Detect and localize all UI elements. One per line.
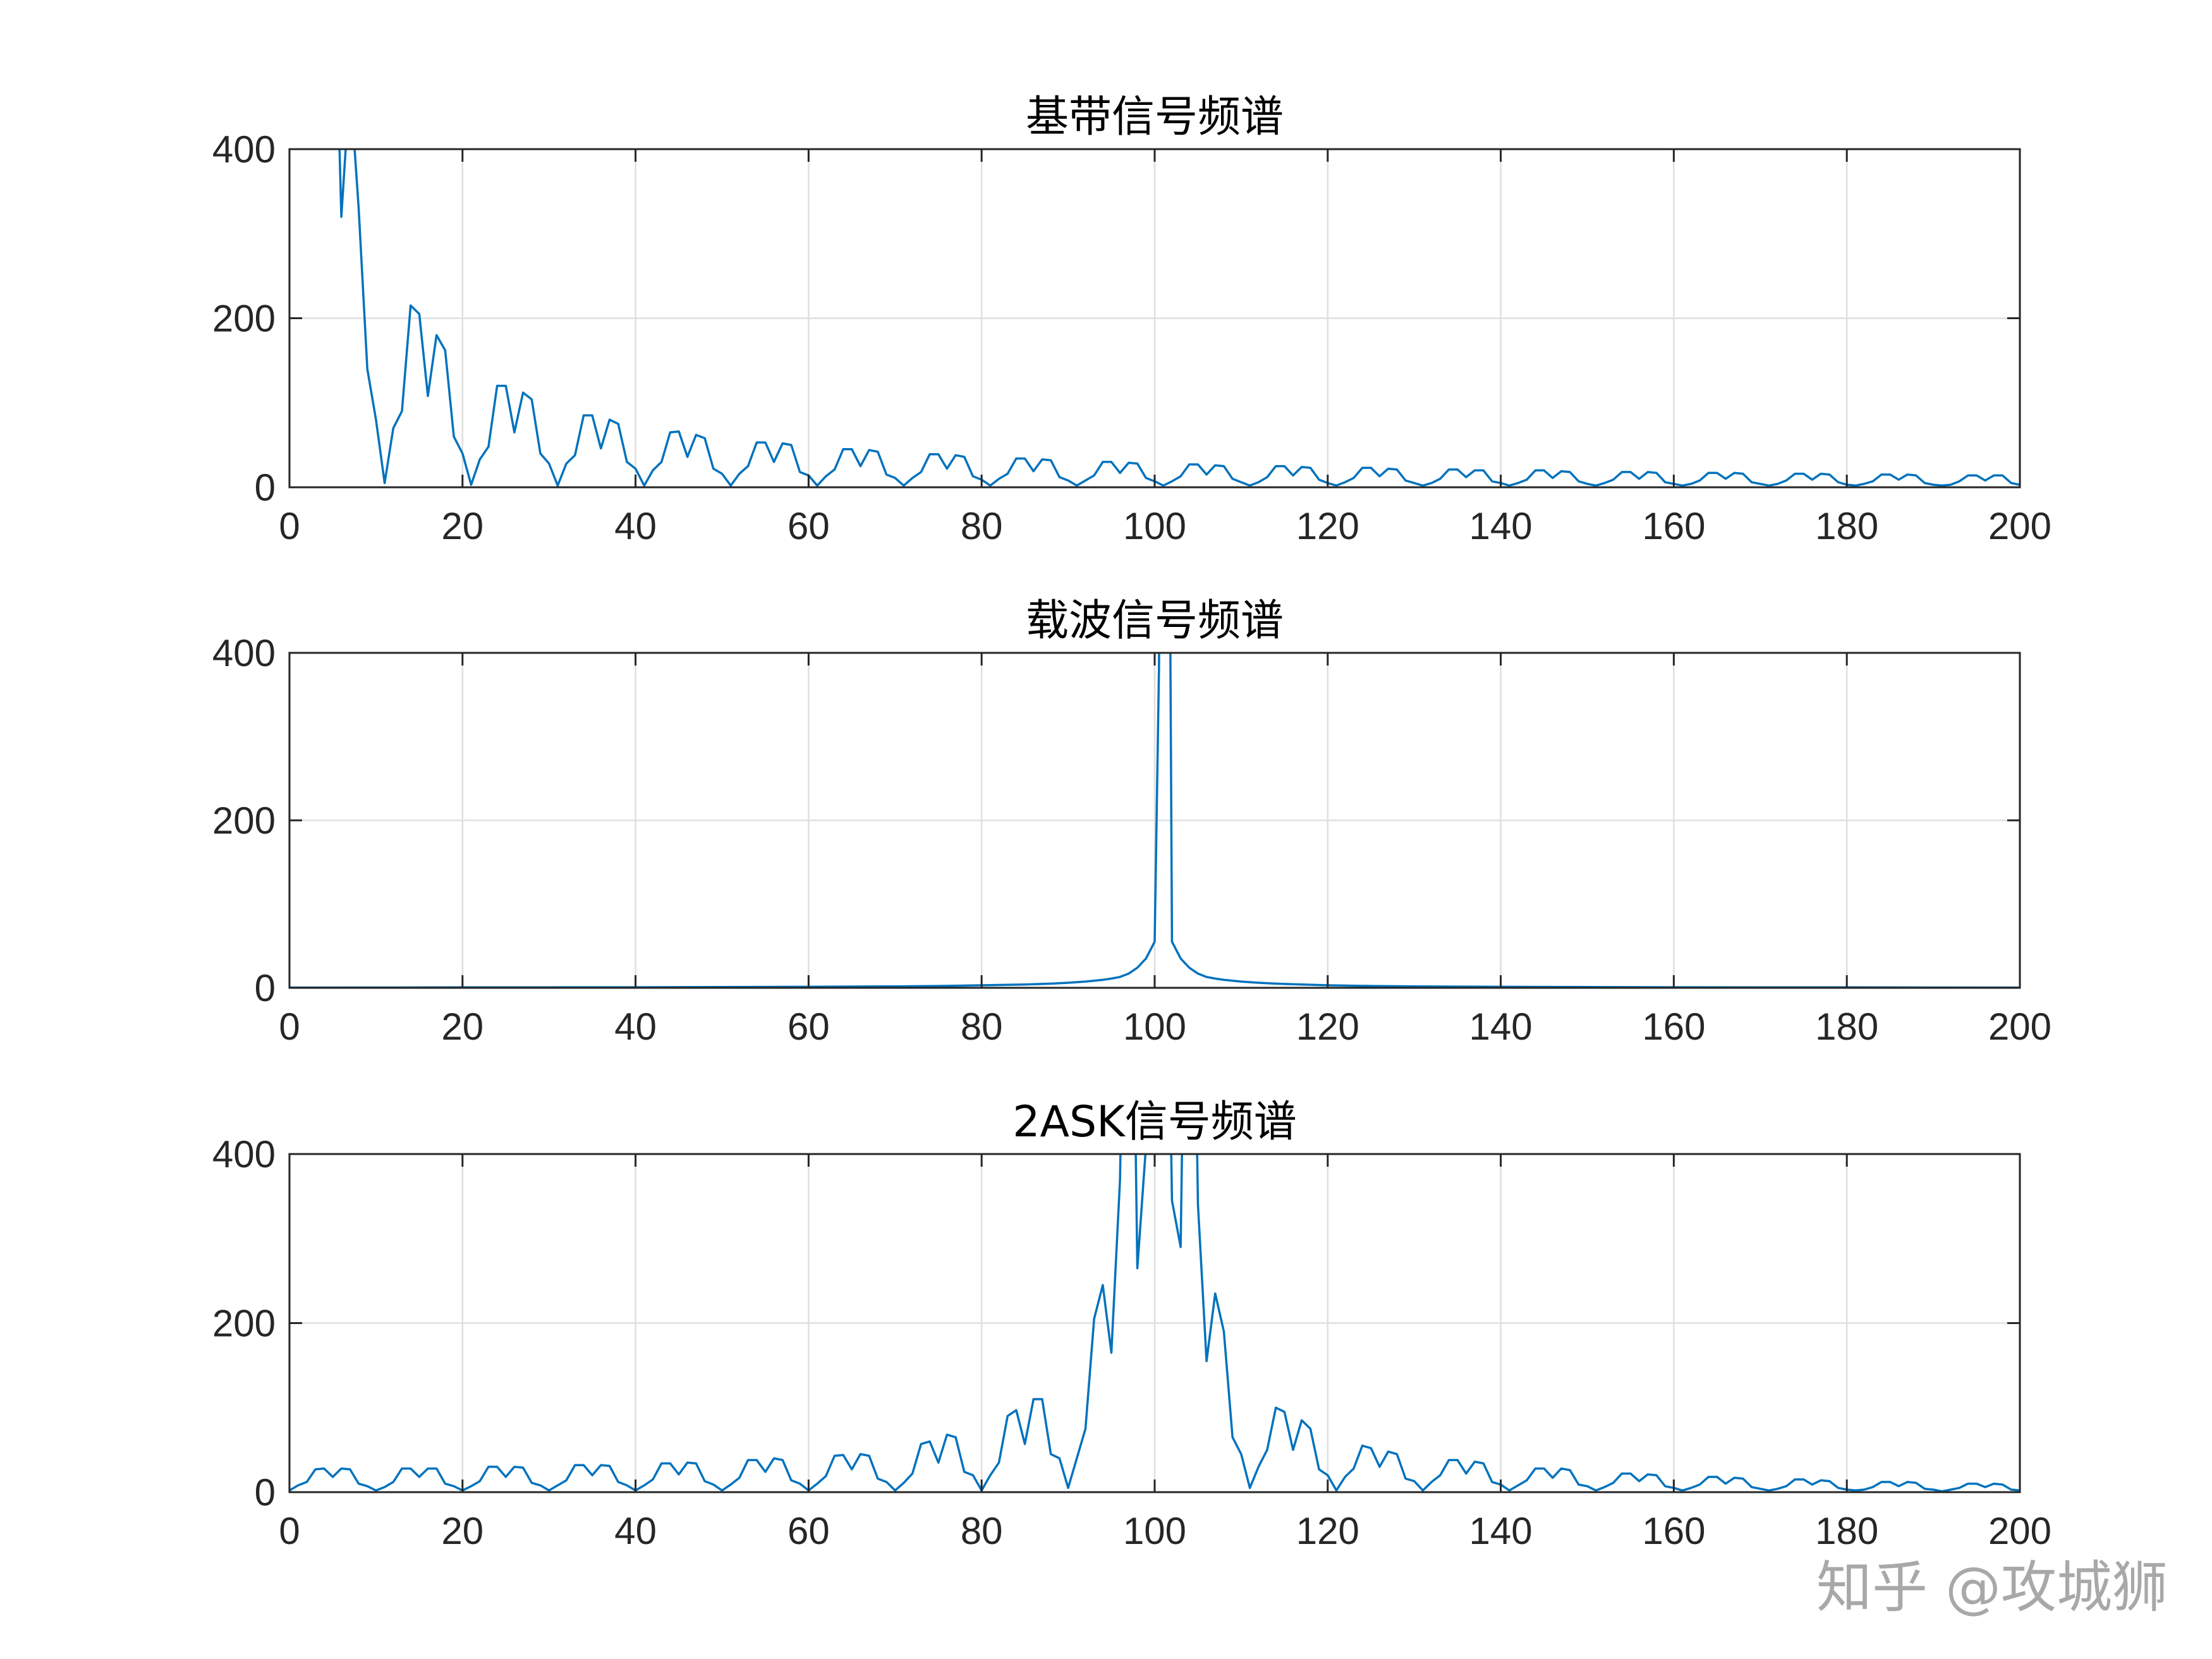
x-tick-label: 180 xyxy=(1815,1510,1878,1552)
x-tick-label: 60 xyxy=(787,505,830,547)
x-tick-label: 180 xyxy=(1815,505,1878,547)
x-tick-label: 200 xyxy=(1988,1510,2051,1552)
chart-title: 基带信号频谱 xyxy=(1026,92,1284,142)
x-tick-label: 200 xyxy=(1988,1006,2051,1048)
y-tick-label: 400 xyxy=(212,128,276,171)
x-tick-label: 200 xyxy=(1988,505,2051,547)
subplots: 0 20 40 60 80 100 120 140 160 180 2000200400基带信号频谱… xyxy=(212,92,2051,1552)
x-tick-label: 120 xyxy=(1296,505,1359,547)
x-tick-label: 100 xyxy=(1123,1006,1186,1048)
x-tick-label: 20 xyxy=(441,1006,483,1048)
y-tick-label: 200 xyxy=(212,799,276,842)
x-tick-label: 120 xyxy=(1296,1510,1359,1552)
x-tick-label: 20 xyxy=(441,505,483,547)
x-tick-label: 0 xyxy=(279,1006,300,1048)
x-tick-label: 40 xyxy=(614,1510,657,1552)
x-tick-label: 120 xyxy=(1296,1006,1359,1048)
y-tick-label: 200 xyxy=(212,298,276,340)
x-tick-label: 180 xyxy=(1815,1006,1878,1048)
y-tick-label: 0 xyxy=(255,967,276,1009)
chart-title: 载波信号频谱 xyxy=(1026,596,1284,646)
x-tick-label: 140 xyxy=(1469,1510,1533,1552)
x-tick-label: 40 xyxy=(614,505,657,547)
x-tick-label: 80 xyxy=(961,1510,1003,1552)
chart-title: 2ASK信号频谱 xyxy=(1012,1097,1297,1147)
x-tick-label: 160 xyxy=(1642,1006,1705,1048)
subplot-3: 0 20 40 60 80 100 120 140 160 180 200 0 200 400 2ASK信号… xyxy=(212,1097,2051,1552)
y-tick-label: 0 xyxy=(255,1471,276,1514)
x-tick-label: 0 xyxy=(279,1510,300,1552)
y-tick-label: 200 xyxy=(212,1303,276,1345)
x-tick-label: 40 xyxy=(614,1006,657,1048)
x-tick-label: 60 xyxy=(787,1510,830,1552)
x-tick-label: 80 xyxy=(961,1006,1003,1048)
x-tick-label: 140 xyxy=(1469,505,1533,547)
x-tick-label: 20 xyxy=(441,1510,483,1552)
subplot-2: 0 20 40 60 80 100 120 140 160 180 200 0 200 400 载波信号频谱 xyxy=(212,596,2051,1048)
y-tick-label: 0 xyxy=(255,466,276,509)
x-tick-label: 140 xyxy=(1469,1006,1533,1048)
x-tick-label: 60 xyxy=(787,1006,830,1048)
x-tick-label: 0 xyxy=(279,505,300,547)
series-line xyxy=(289,1154,2020,1492)
x-tick-label: 80 xyxy=(961,505,1003,547)
x-tick-label: 100 xyxy=(1123,1510,1186,1552)
watermark: 知乎 @攻城狮 xyxy=(1816,1555,2168,1620)
series-line xyxy=(289,653,2020,988)
y-tick-label: 400 xyxy=(212,632,276,674)
x-tick-label: 160 xyxy=(1642,1510,1705,1552)
x-tick-label: 160 xyxy=(1642,505,1705,547)
x-tick-label: 100 xyxy=(1123,505,1186,547)
y-tick-label: 400 xyxy=(212,1133,276,1176)
subplot-1: 0 20 40 60 80 100 120 140 160 180 200 0 200 400 基带信号频谱 xyxy=(212,92,2051,547)
